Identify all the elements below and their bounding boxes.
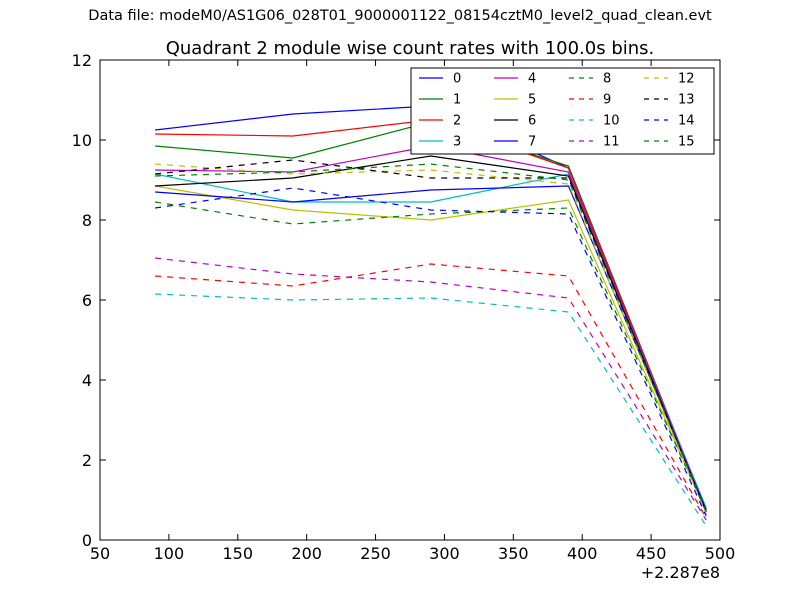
series-line-12 — [155, 163, 707, 515]
legend-label-4: 4 — [528, 72, 536, 87]
series-line-14 — [155, 187, 707, 517]
series-line-9 — [155, 263, 707, 519]
legend-label-1: 1 — [453, 93, 461, 108]
x-tick-label: 300 — [429, 544, 460, 563]
y-tick-label: 4 — [82, 371, 92, 390]
legend-label-6: 6 — [528, 114, 536, 129]
x-tick-label: 150 — [223, 544, 254, 563]
legend-label-14: 14 — [678, 114, 695, 129]
chart-title: Quadrant 2 module wise count rates with … — [166, 38, 655, 59]
legend-label-15: 15 — [678, 135, 695, 150]
legend-label-7: 7 — [528, 135, 536, 150]
y-tick-label: 8 — [82, 211, 92, 230]
y-tick-label: 6 — [82, 291, 92, 310]
x-axis-offset-label: +2.287e8 — [641, 563, 720, 582]
series-line-8 — [155, 201, 707, 513]
y-tick-label: 10 — [72, 131, 92, 150]
series-line-5 — [155, 185, 707, 513]
legend-label-10: 10 — [603, 114, 620, 129]
legend-label-3: 3 — [453, 135, 461, 150]
series-line-6 — [155, 155, 707, 513]
legend-label-8: 8 — [603, 72, 611, 87]
legend-label-13: 13 — [678, 93, 695, 108]
series-line-15 — [155, 163, 707, 513]
legend-label-5: 5 — [528, 93, 536, 108]
figure-suptitle: Data file: modeM0/AS1G06_028T01_90000011… — [88, 8, 712, 24]
series-line-7 — [155, 185, 707, 511]
x-tick-label: 400 — [567, 544, 598, 563]
y-tick-label: 0 — [82, 531, 92, 550]
legend-frame — [410, 67, 715, 155]
y-tick-label: 12 — [72, 51, 92, 70]
y-tick-label: 2 — [82, 451, 92, 470]
x-tick-label: 500 — [705, 544, 736, 563]
x-tick-label: 50 — [90, 544, 110, 563]
series-line-13 — [155, 159, 707, 513]
series-line-3 — [154, 173, 707, 509]
legend-label-0: 0 — [453, 72, 461, 87]
legend-label-12: 12 — [678, 72, 695, 87]
series-line-11 — [155, 257, 707, 521]
legend-label-9: 9 — [603, 93, 611, 108]
x-tick-label: 450 — [636, 544, 667, 563]
series-line-10 — [155, 293, 707, 527]
series-layer — [154, 105, 707, 527]
x-tick-label: 200 — [291, 544, 322, 563]
x-tick-label: 350 — [498, 544, 529, 563]
legend-label-11: 11 — [603, 135, 620, 150]
x-tick-label: 250 — [360, 544, 391, 563]
legend-label-2: 2 — [453, 114, 461, 129]
x-tick-label: 100 — [154, 544, 185, 563]
